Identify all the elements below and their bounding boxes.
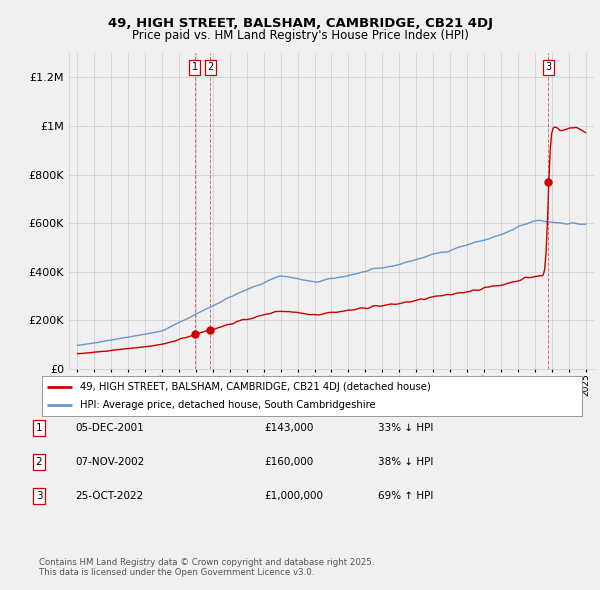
Text: Price paid vs. HM Land Registry's House Price Index (HPI): Price paid vs. HM Land Registry's House … <box>131 30 469 42</box>
Text: 49, HIGH STREET, BALSHAM, CAMBRIDGE, CB21 4DJ (detached house): 49, HIGH STREET, BALSHAM, CAMBRIDGE, CB2… <box>80 382 431 392</box>
Text: £160,000: £160,000 <box>264 457 313 467</box>
Text: 2: 2 <box>35 457 43 467</box>
Text: 49, HIGH STREET, BALSHAM, CAMBRIDGE, CB21 4DJ: 49, HIGH STREET, BALSHAM, CAMBRIDGE, CB2… <box>107 17 493 30</box>
Text: 69% ↑ HPI: 69% ↑ HPI <box>378 491 433 501</box>
Text: 1: 1 <box>35 423 43 432</box>
Text: 05-DEC-2001: 05-DEC-2001 <box>75 423 144 432</box>
Text: £1,000,000: £1,000,000 <box>264 491 323 501</box>
Text: 38% ↓ HPI: 38% ↓ HPI <box>378 457 433 467</box>
Text: 3: 3 <box>35 491 43 501</box>
Text: 2: 2 <box>207 63 214 73</box>
Text: Contains HM Land Registry data © Crown copyright and database right 2025.
This d: Contains HM Land Registry data © Crown c… <box>39 558 374 577</box>
Text: 1: 1 <box>191 63 198 73</box>
Text: 33% ↓ HPI: 33% ↓ HPI <box>378 423 433 432</box>
Text: 3: 3 <box>545 63 551 73</box>
Text: HPI: Average price, detached house, South Cambridgeshire: HPI: Average price, detached house, Sout… <box>80 400 376 410</box>
Text: 07-NOV-2002: 07-NOV-2002 <box>75 457 144 467</box>
Text: £143,000: £143,000 <box>264 423 313 432</box>
Text: 25-OCT-2022: 25-OCT-2022 <box>75 491 143 501</box>
